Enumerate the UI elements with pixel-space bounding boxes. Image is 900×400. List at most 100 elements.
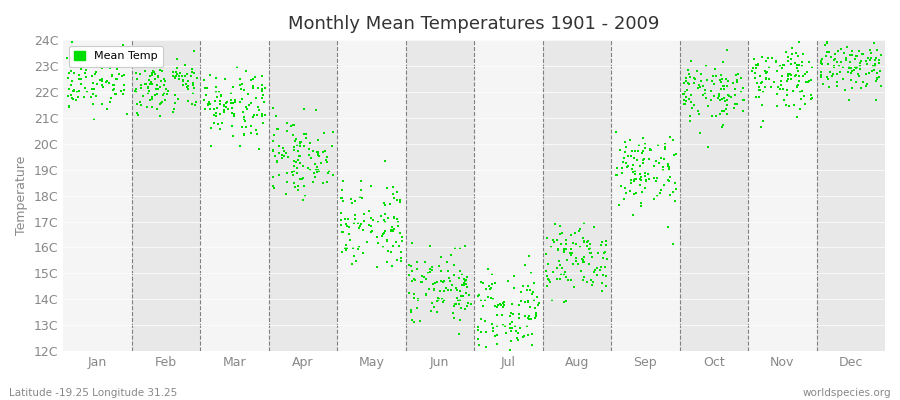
Point: [784, 61, 798, 68]
Point: [679, 78, 693, 84]
Point: [527, 297, 542, 304]
Point: [449, 285, 464, 291]
Point: [814, 69, 828, 76]
Point: [814, 60, 829, 67]
Point: [201, 100, 215, 107]
Point: [385, 262, 400, 269]
Point: [505, 301, 519, 308]
Point: [374, 213, 388, 220]
Point: [778, 97, 792, 104]
Point: [142, 87, 157, 94]
Point: [370, 263, 384, 270]
Point: [338, 242, 353, 248]
Point: [238, 68, 253, 75]
Point: [198, 84, 212, 91]
Text: Latitude -19.25 Longitude 31.25: Latitude -19.25 Longitude 31.25: [9, 388, 177, 398]
Point: [692, 129, 706, 136]
Point: [580, 238, 594, 245]
Point: [720, 97, 734, 103]
Point: [297, 106, 311, 112]
Point: [795, 63, 809, 69]
Point: [59, 54, 74, 61]
Point: [334, 248, 348, 255]
Point: [608, 172, 623, 178]
Point: [276, 153, 291, 159]
Point: [237, 132, 251, 138]
Point: [828, 56, 842, 62]
Point: [354, 187, 368, 193]
Point: [693, 84, 707, 90]
Point: [420, 269, 435, 276]
Point: [186, 90, 201, 96]
Point: [410, 266, 425, 272]
Point: [547, 220, 562, 227]
Point: [626, 154, 641, 161]
Point: [365, 217, 380, 224]
Point: [626, 190, 641, 197]
Point: [453, 297, 467, 303]
Point: [851, 73, 866, 80]
Point: [284, 123, 298, 130]
Point: [735, 85, 750, 92]
Point: [773, 86, 788, 92]
Point: [209, 75, 223, 81]
Point: [683, 99, 698, 105]
Point: [151, 74, 166, 80]
Point: [158, 77, 173, 84]
Point: [458, 306, 473, 312]
Point: [217, 102, 231, 109]
Point: [114, 88, 129, 94]
Point: [625, 147, 639, 154]
Point: [728, 92, 742, 99]
Point: [872, 68, 886, 74]
Point: [452, 331, 466, 337]
Point: [202, 106, 217, 112]
Point: [94, 82, 109, 88]
Bar: [680, 40, 748, 351]
Point: [575, 235, 590, 241]
Point: [634, 199, 649, 206]
Point: [704, 88, 718, 94]
Point: [266, 173, 281, 180]
Point: [580, 242, 594, 249]
Point: [108, 52, 122, 58]
Point: [522, 316, 536, 322]
Point: [297, 183, 311, 189]
Point: [643, 146, 657, 152]
Point: [706, 73, 721, 79]
Point: [473, 316, 488, 322]
Point: [716, 83, 731, 89]
Point: [464, 300, 478, 307]
Point: [154, 78, 168, 84]
Point: [326, 128, 340, 135]
Point: [407, 295, 421, 301]
Point: [320, 159, 334, 165]
Point: [749, 94, 763, 100]
Point: [335, 229, 349, 235]
Point: [752, 86, 766, 93]
Point: [107, 59, 122, 66]
Point: [411, 296, 426, 302]
Point: [520, 287, 535, 294]
Point: [84, 94, 98, 101]
Point: [759, 57, 773, 64]
Point: [412, 318, 427, 324]
Point: [324, 143, 338, 150]
Point: [486, 296, 500, 302]
Point: [186, 80, 201, 86]
Point: [393, 196, 408, 203]
Point: [343, 237, 357, 243]
Point: [458, 243, 473, 249]
Point: [342, 223, 356, 230]
Point: [383, 227, 398, 234]
Point: [86, 80, 100, 87]
Point: [854, 58, 868, 64]
Point: [136, 92, 150, 99]
Point: [698, 63, 713, 69]
Point: [479, 329, 493, 336]
Point: [270, 158, 284, 165]
Point: [617, 149, 632, 155]
Point: [500, 278, 515, 284]
Point: [446, 272, 461, 278]
Point: [860, 60, 875, 67]
